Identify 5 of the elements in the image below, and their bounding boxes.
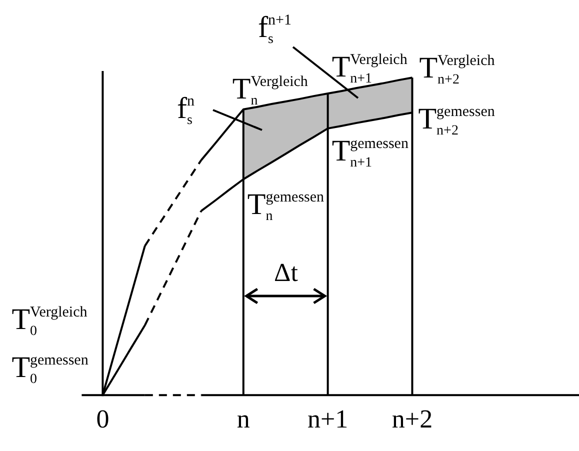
annotation: Δt (274, 258, 299, 287)
x-tick-label: 0 (96, 404, 110, 434)
x-tick-label: n+1 (307, 404, 348, 434)
x-tick-label: n+2 (392, 404, 433, 434)
x-tick-label: n (236, 404, 250, 434)
